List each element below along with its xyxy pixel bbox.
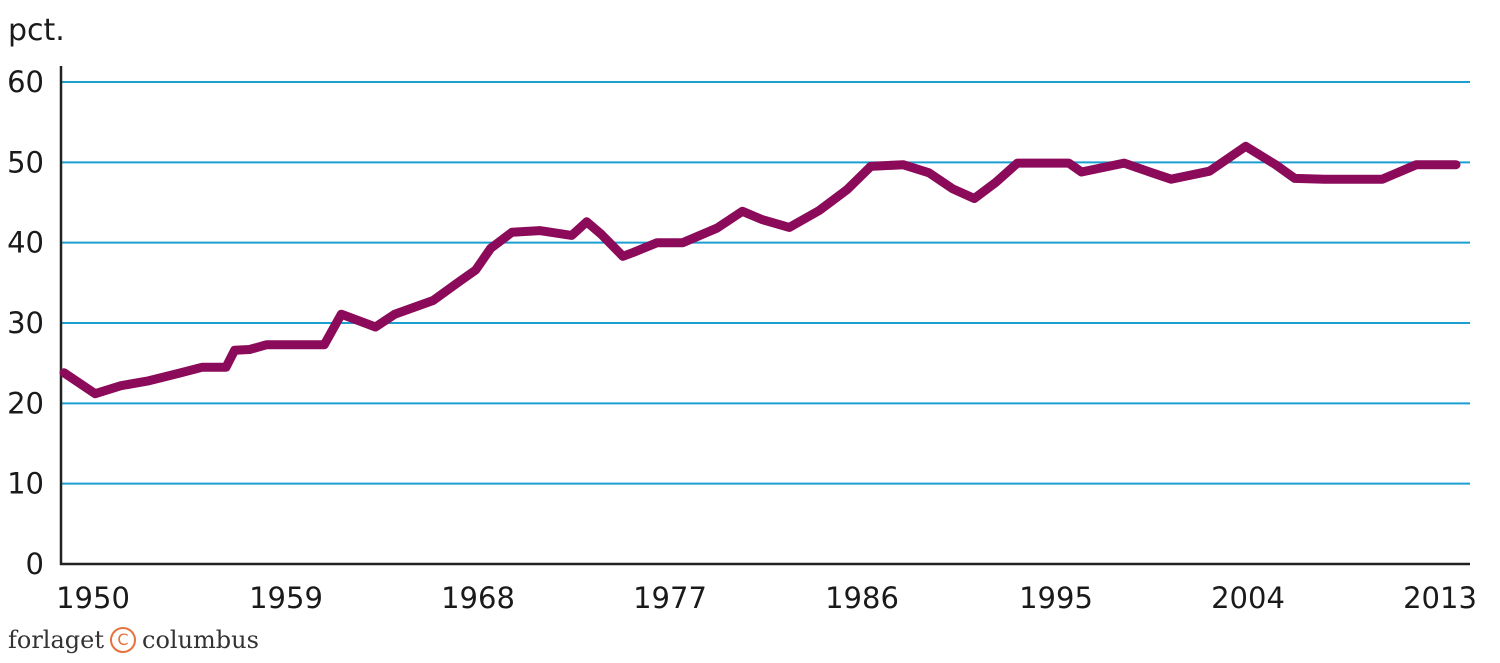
publisher-name-left: forlaget — [8, 626, 104, 654]
x-tick-label: 1986 — [825, 581, 899, 615]
y-tick-label: 0 — [26, 547, 44, 581]
x-tick-label: 1950 — [56, 581, 130, 615]
x-tick-label: 2004 — [1211, 581, 1285, 615]
x-tick-label: 2013 — [1403, 581, 1477, 615]
x-tick-label: 1977 — [633, 581, 707, 615]
y-tick-labels: 0 10 20 30 40 50 60 — [7, 65, 44, 581]
y-tick-label: 10 — [7, 467, 44, 501]
y-axis-label: pct. — [8, 13, 65, 48]
y-tick-label: 50 — [7, 145, 44, 179]
gridlines — [61, 81, 1470, 485]
y-tick-label: 40 — [7, 226, 44, 260]
y-tick-label: 60 — [7, 65, 44, 99]
publisher-footer: forlaget C columbus — [8, 626, 259, 654]
y-tick-label: 30 — [7, 306, 44, 340]
copyright-icon: C — [110, 627, 136, 653]
x-tick-label: 1968 — [441, 581, 515, 615]
y-tick-label: 20 — [7, 386, 44, 420]
series-line — [59, 141, 1461, 399]
publisher-name-right: columbus — [142, 626, 259, 654]
x-tick-label: 1995 — [1019, 581, 1093, 615]
x-tick-label: 1959 — [249, 581, 323, 615]
x-tick-labels: 1950 1959 1968 1977 1986 1995 2004 2013 — [56, 581, 1477, 615]
